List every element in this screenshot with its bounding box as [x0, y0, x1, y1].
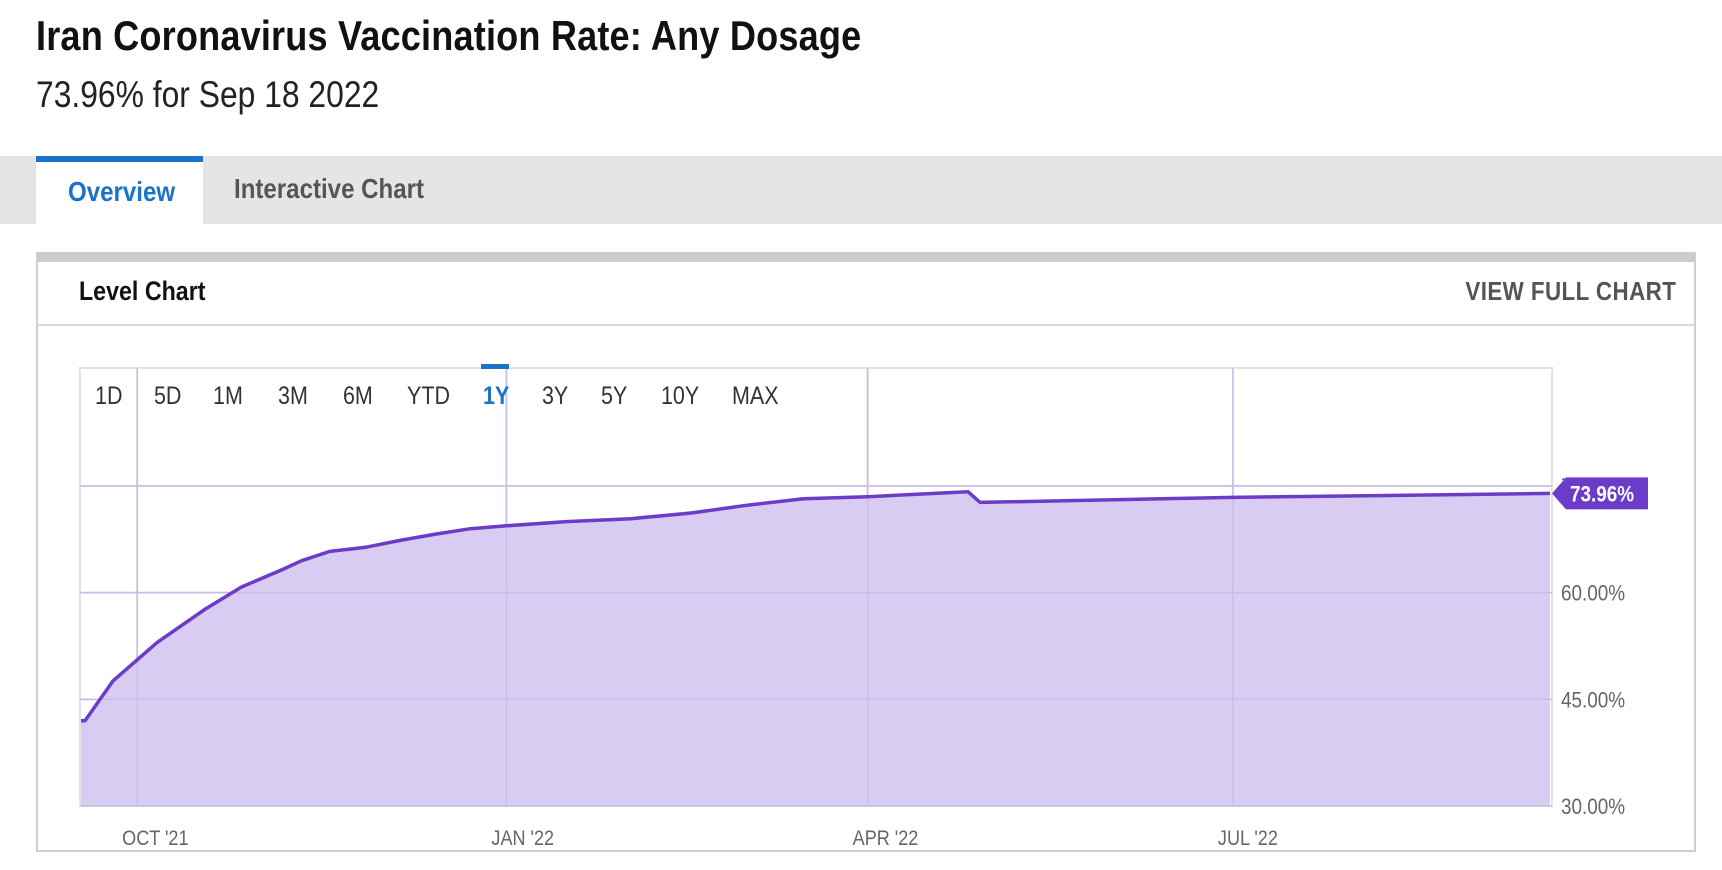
x-tick-label: OCT '21	[122, 827, 188, 850]
range-button-10y[interactable]: 10Y	[661, 381, 700, 409]
range-button-label: 6M	[343, 381, 373, 409]
range-button-1d[interactable]: 1D	[95, 381, 122, 409]
tab-overview-label: Overview	[68, 176, 176, 207]
range-button-label: 1Y	[483, 381, 510, 409]
y-tick-label: 30.00%	[1561, 795, 1625, 820]
latest-value-subtitle: 73.96% for Sep 18 2022	[36, 74, 380, 115]
level-chart-panel: Level Chart VIEW FULL CHART 30.00% 45.00%…	[36, 252, 1696, 852]
panel-title: Level Chart	[79, 276, 206, 306]
y-tick-label: 45.00%	[1561, 688, 1625, 713]
range-button-label: 1M	[213, 381, 243, 409]
range-button-3y[interactable]: 3Y	[542, 381, 569, 409]
range-button-label: 10Y	[661, 381, 700, 409]
x-tick-label: JAN '22	[491, 827, 554, 850]
page-title: Iran Coronavirus Vaccination Rate: Any D…	[36, 12, 862, 59]
panel-header: Level Chart VIEW FULL CHART	[38, 262, 1694, 326]
range-button-label: 5D	[154, 381, 181, 409]
range-button-label: YTD	[407, 381, 450, 409]
x-tick-label: JUL '22	[1218, 827, 1278, 850]
last-value-label: 73.96%	[1570, 482, 1634, 507]
range-button-6m[interactable]: 6M	[343, 381, 373, 409]
range-button-5y[interactable]: 5Y	[601, 381, 628, 409]
range-button-1y[interactable]: 1Y	[481, 364, 510, 409]
range-button-label: 5Y	[601, 381, 628, 409]
range-button-5d[interactable]: 5D	[154, 381, 181, 409]
y-tick-label: 60.00%	[1561, 581, 1625, 606]
x-tick-label: APR '22	[853, 827, 919, 850]
series-line	[81, 489, 1551, 723]
range-button-indicator	[481, 364, 509, 369]
range-button-1m[interactable]: 1M	[213, 381, 243, 409]
view-full-chart-link[interactable]: VIEW FULL CHART	[1465, 276, 1676, 306]
range-button-3m[interactable]: 3M	[278, 381, 308, 409]
range-button-label: 1D	[95, 381, 122, 409]
tab-overview[interactable]: Overview	[36, 156, 203, 224]
tab-interactive-chart[interactable]: Interactive Chart	[234, 156, 455, 224]
tab-bar: Overview Interactive Chart	[0, 156, 1722, 224]
area-fill	[81, 491, 1550, 806]
last-value-badge	[1552, 477, 1648, 510]
range-button-max[interactable]: MAX	[732, 381, 779, 409]
range-button-label: 3M	[278, 381, 308, 409]
tab-interactive-chart-label: Interactive Chart	[234, 173, 425, 204]
range-button-ytd[interactable]: YTD	[407, 381, 450, 409]
range-button-label: MAX	[732, 381, 779, 409]
range-button-label: 3Y	[542, 381, 569, 409]
